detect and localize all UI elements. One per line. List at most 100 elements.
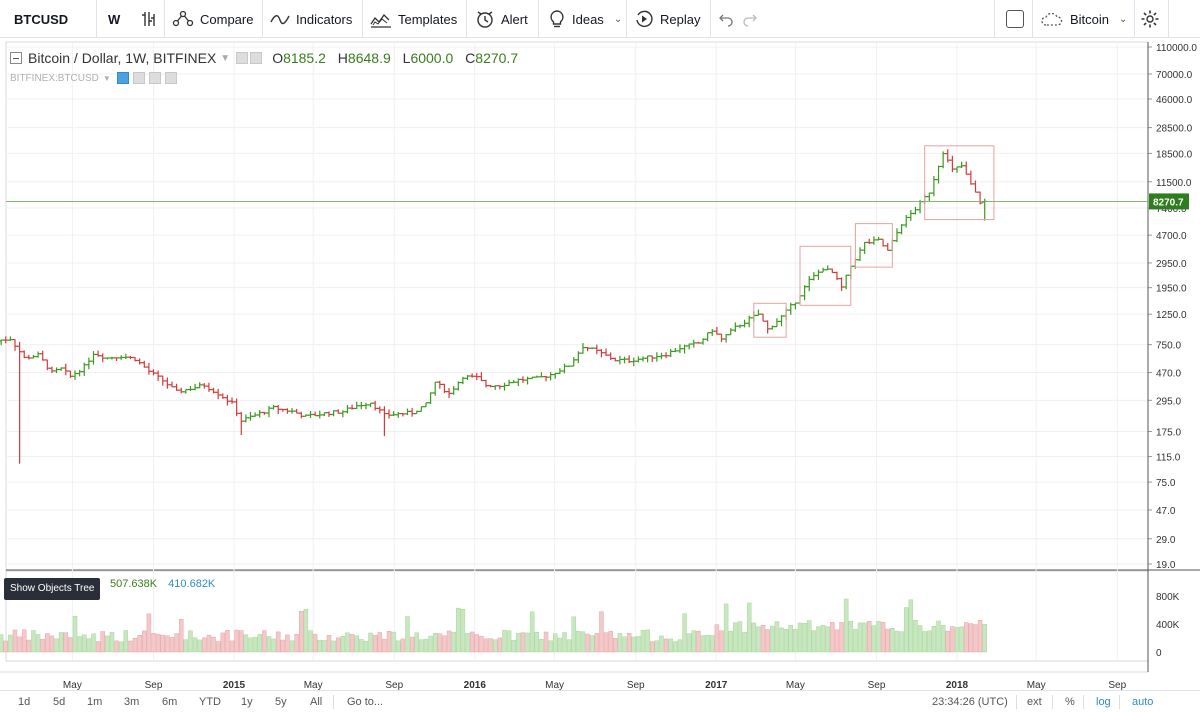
volume-bar [557, 637, 563, 653]
volume-bar [982, 624, 987, 653]
volume-bar [114, 640, 119, 653]
volume-bar [737, 621, 743, 653]
volume-bar [12, 629, 18, 653]
auto-scale-toggle[interactable]: auto [1132, 696, 1154, 708]
range-button-6m[interactable]: 6m [162, 696, 178, 708]
volume-bar [215, 641, 221, 653]
volume-bar [806, 620, 812, 653]
remove-icon[interactable] [164, 72, 177, 84]
source-menu-icon[interactable]: ▼ [102, 73, 111, 83]
volume-bar [409, 636, 415, 653]
volume-bar [400, 638, 406, 653]
templates-button[interactable]: Templates [370, 0, 457, 38]
highlight-rectangle[interactable] [799, 245, 852, 306]
series-format-icon[interactable] [250, 52, 263, 64]
range-button-5y[interactable]: 5y [275, 696, 287, 708]
volume-bar [566, 639, 572, 653]
alert-button[interactable]: Alert [475, 0, 528, 38]
highlight-rectangle[interactable] [753, 302, 787, 338]
range-button-1y[interactable]: 1y [241, 696, 253, 708]
volume-bar [867, 620, 872, 653]
undo-button[interactable] [718, 0, 734, 38]
highlight-rectangle[interactable] [854, 223, 893, 268]
ideas-dropdown-icon[interactable]: ⌄ [613, 13, 623, 25]
add-icon[interactable] [148, 72, 161, 84]
price-axis-label: 11500.0 [1156, 178, 1192, 189]
compare-button[interactable]: Compare [172, 0, 253, 38]
volume-bar [308, 630, 313, 653]
volume-bar [349, 634, 355, 653]
volume-bar [442, 635, 447, 653]
price-pane[interactable] [5, 41, 1149, 571]
time-axis-label: 2017 [705, 680, 728, 691]
volume-bar [49, 635, 55, 653]
volume-bar [931, 625, 937, 653]
volume-legend: 507.638K 410.682K [110, 578, 215, 590]
volume-bar [968, 623, 974, 653]
bar-style-button[interactable] [140, 0, 158, 38]
utc-clock[interactable]: 23:34:26 (UTC) [932, 696, 1008, 708]
settings-button[interactable] [1140, 0, 1160, 38]
highlight-rectangle[interactable] [924, 145, 995, 221]
range-button-ytd[interactable]: YTD [199, 696, 221, 708]
volume-bar [876, 621, 881, 653]
volume-bar [340, 636, 346, 653]
interval-button[interactable]: W [108, 11, 121, 27]
series-settings-icon[interactable] [236, 52, 249, 64]
volume-bar [372, 634, 378, 653]
range-button-5d[interactable]: 5d [53, 696, 66, 708]
volume-bar [299, 611, 304, 653]
replay-button[interactable]: Replay [634, 0, 700, 38]
volume-bar [132, 637, 138, 653]
volume-bar [271, 638, 276, 653]
volume-bar [165, 635, 170, 653]
volume-bar [289, 640, 295, 653]
volume-bar [469, 631, 475, 653]
sub-legend: BITFINEX:BTCUSD ▼ [10, 72, 179, 84]
volume-bar [894, 630, 900, 653]
range-button-1m[interactable]: 1m [87, 696, 103, 708]
volume-bar [262, 630, 267, 653]
volume-bar [419, 639, 424, 653]
layout-dropdown-icon[interactable]: ⌄ [1119, 13, 1128, 25]
templates-icon [370, 10, 392, 28]
range-button-all[interactable]: All [310, 696, 323, 708]
volume-bar [391, 631, 396, 653]
source-settings-icon[interactable] [132, 72, 145, 84]
indicators-button[interactable]: Indicators [270, 0, 352, 38]
volume-bar [626, 632, 632, 653]
volume-bar [714, 624, 720, 653]
layout-button[interactable]: Bitcoin ⌄ [1040, 0, 1127, 38]
volume-bar [811, 630, 817, 653]
fullscreen-button[interactable] [1006, 0, 1024, 38]
ideas-button[interactable]: Ideas ⌄ [548, 0, 622, 38]
volume-bar [229, 640, 235, 653]
volume-bar [460, 609, 466, 653]
replay-label: Replay [660, 11, 701, 27]
volume-bar [770, 625, 775, 653]
symbol-search[interactable]: BTCUSD [14, 11, 69, 27]
visibility-eye-icon[interactable] [116, 72, 129, 84]
open-value: 8185.2 [283, 50, 326, 66]
range-button-3m[interactable]: 3m [124, 696, 140, 708]
extended-hours-toggle[interactable]: ext [1027, 696, 1042, 708]
range-button-1d[interactable]: 1d [18, 696, 31, 708]
price-axis-label: 46000.0 [1156, 95, 1193, 106]
volume-bar [691, 630, 697, 653]
volume-bar [903, 607, 909, 653]
volume-bar [17, 636, 22, 653]
ohlc-values: O8185.2 H8648.9 L6000.0 C8270.7 [272, 50, 526, 66]
volume-bar [783, 629, 789, 653]
percent-scale-toggle[interactable]: % [1065, 696, 1075, 708]
goto-button[interactable]: Go to... [347, 696, 384, 708]
collapse-legend-icon[interactable] [10, 52, 22, 64]
series-menu-icon[interactable]: ▼ [220, 52, 231, 64]
volume-bar [950, 626, 955, 653]
redo-button[interactable] [742, 0, 758, 38]
volume-bar [252, 636, 258, 653]
volume-bar [917, 625, 923, 653]
price-axis-label: 75.0 [1156, 478, 1176, 489]
volume-bar [553, 633, 558, 653]
log-scale-toggle[interactable]: log [1096, 696, 1111, 708]
